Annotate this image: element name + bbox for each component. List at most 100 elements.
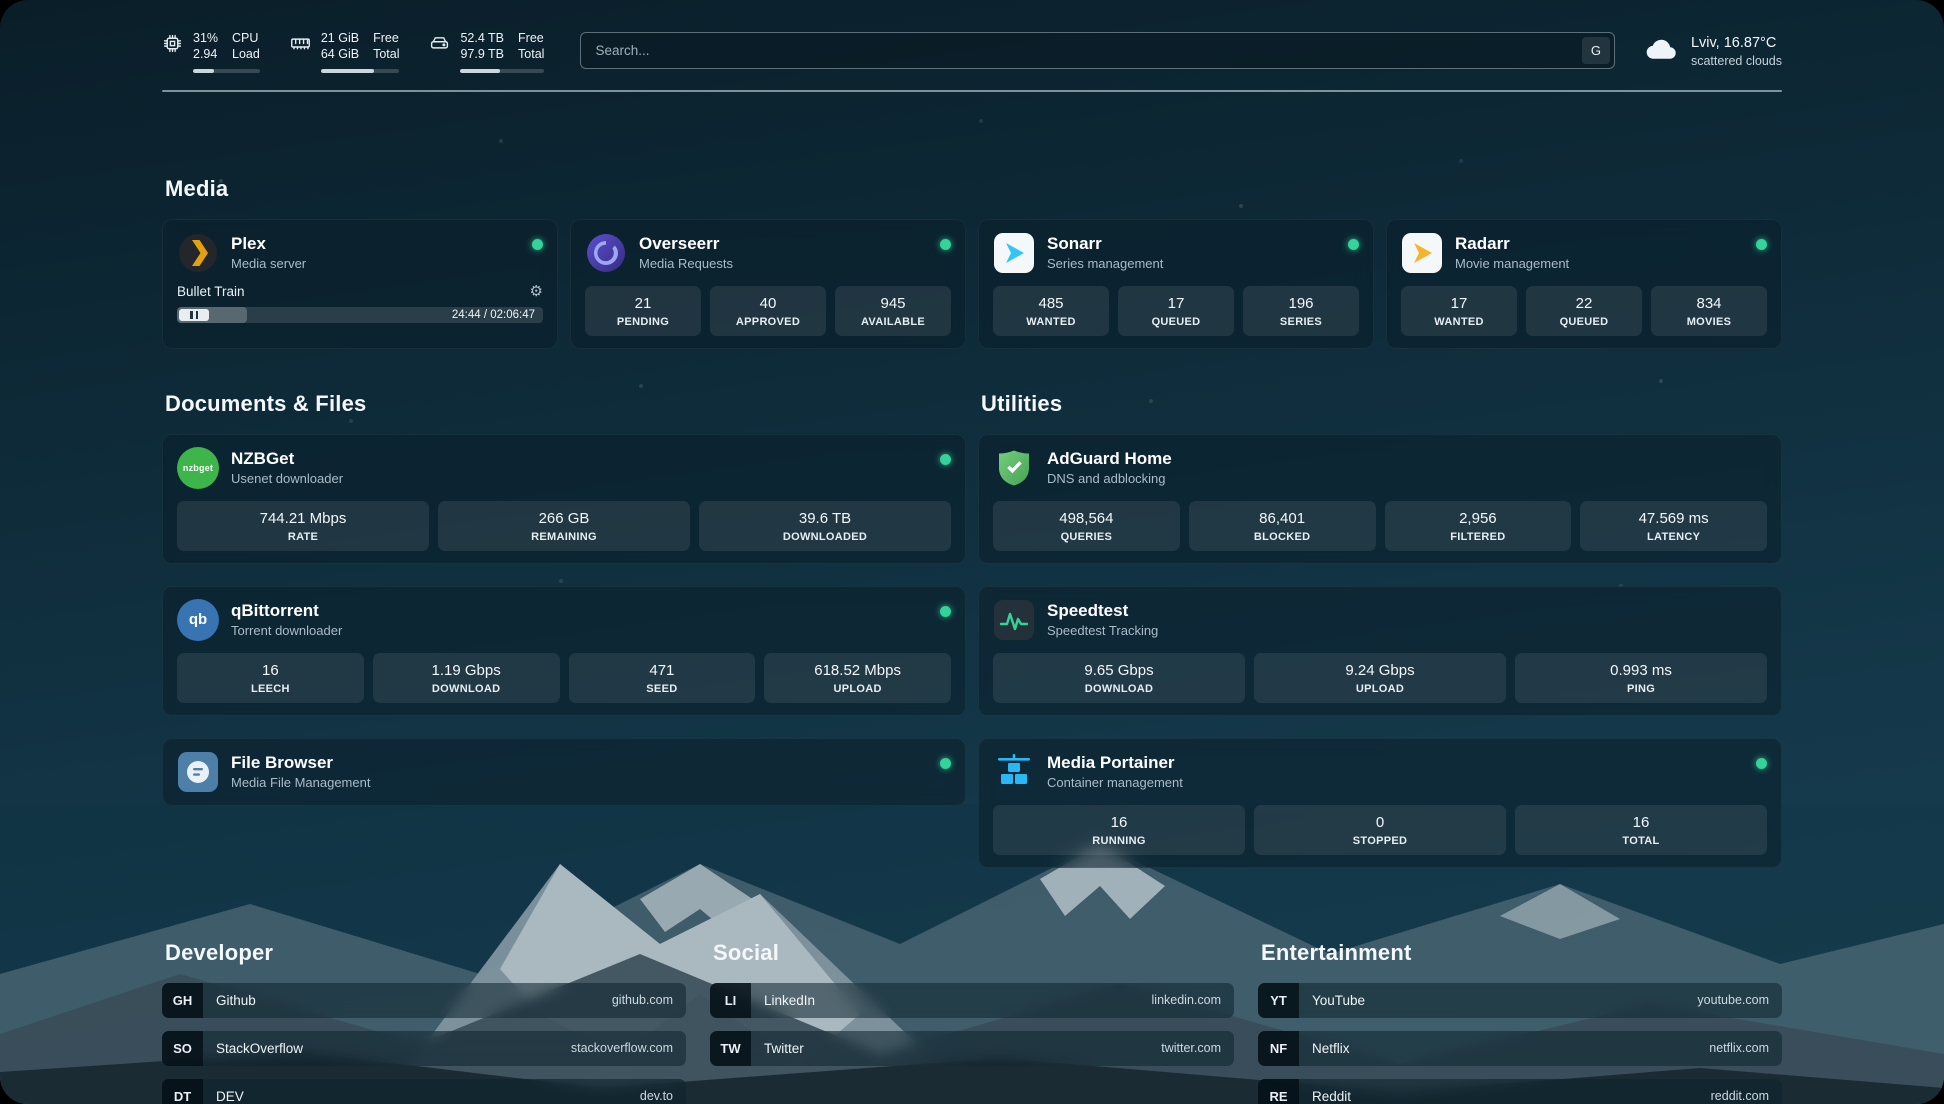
bookmark-url: dev.to (639, 1089, 673, 1103)
stat-wanted: 485 WANTED (993, 285, 1109, 336)
top-bar: 31% 2.94 CPU Load (162, 0, 1782, 73)
bookmark-abbr: NF (1258, 1030, 1299, 1066)
disk-total-value: 97.9 TB (460, 47, 505, 62)
bookmark-name: Reddit (1312, 1088, 1352, 1104)
weather-condition: scattered clouds (1690, 54, 1782, 68)
app-name: Radarr (1455, 233, 1510, 253)
bookmark-github[interactable]: GH Github github.com (162, 982, 686, 1018)
playback-progress-bar[interactable]: 24:44 / 02:06:47 (177, 306, 543, 323)
stat-upload: 618.52 Mbps UPLOAD (764, 652, 951, 703)
bookmark-twitter[interactable]: TW Twitter twitter.com (710, 1030, 1234, 1066)
pause-button[interactable] (179, 308, 209, 321)
stat-latency: 47.569 ms LATENCY (1580, 500, 1767, 551)
memory-icon (290, 33, 311, 59)
stat-stopped: 0 STOPPED (1254, 804, 1506, 855)
filebrowser-icon (177, 751, 219, 793)
sonarr-icon (993, 232, 1035, 274)
memory-free-value: 21 GiB (320, 31, 360, 45)
bookmark-url: github.com (611, 993, 673, 1007)
app-description: Media server (231, 256, 307, 272)
filebrowser-card[interactable]: File Browser Media File Management (162, 737, 966, 806)
weather-widget: Lviv, 16.87°C scattered clouds (1643, 31, 1782, 72)
stat-filtered: 2,956 FILTERED (1384, 500, 1572, 551)
qbittorrent-icon: qb (177, 598, 219, 641)
memory-total-value: 64 GiB (320, 47, 360, 62)
stat-seed: 471 SEED (568, 652, 756, 703)
nzbget-card[interactable]: nzbget NZBGet Usenet downloader 744.21 M… (162, 433, 966, 564)
status-dot (940, 453, 951, 465)
stat-download: 1.19 Gbps DOWNLOAD (372, 652, 560, 703)
app-description: Torrent downloader (231, 623, 343, 639)
section-title-developer: Developer (165, 939, 274, 965)
status-dot (1756, 238, 1767, 250)
bookmark-dev[interactable]: DT DEV dev.to (162, 1078, 686, 1104)
cloud-icon (1643, 31, 1679, 72)
bookmark-url: netflix.com (1709, 1041, 1769, 1055)
portainer-card[interactable]: Media Portainer Container management 16 … (978, 737, 1782, 868)
app-name: AdGuard Home (1047, 448, 1172, 468)
sonarr-card[interactable]: Sonarr Series management 485 WANTED 17 Q… (978, 218, 1374, 349)
stat-wanted: 17 WANTED (1401, 285, 1517, 336)
status-dot (1756, 757, 1767, 769)
radarr-card[interactable]: Radarr Movie management 17 WANTED 22 QUE… (1386, 218, 1782, 349)
bookmark-name: LinkedIn (764, 992, 816, 1008)
now-playing-title: Bullet Train (177, 283, 245, 299)
bookmark-linkedin[interactable]: LI LinkedIn linkedin.com (710, 982, 1234, 1018)
cpu-load-label: Load (232, 47, 260, 62)
adguard-card[interactable]: AdGuard Home DNS and adblocking 498,564 … (978, 433, 1782, 564)
speedtest-card[interactable]: Speedtest Speedtest Tracking 9.65 Gbps D… (978, 585, 1782, 716)
stat-total: 16 TOTAL (1515, 804, 1767, 855)
bookmark-url: twitter.com (1161, 1041, 1221, 1055)
stat-download: 9.65 Gbps DOWNLOAD (993, 652, 1245, 703)
stat-downloaded: 39.6 TB DOWNLOADED (699, 500, 951, 551)
bookmark-abbr: DT (162, 1078, 203, 1104)
bookmark-url: stackoverflow.com (570, 1041, 673, 1055)
section-title-entertainment: Entertainment (1261, 939, 1412, 965)
app-description: Usenet downloader (231, 471, 344, 487)
bookmark-reddit[interactable]: RE Reddit reddit.com (1258, 1078, 1782, 1104)
stat-movies: 834 MOVIES (1651, 285, 1767, 336)
bookmark-abbr: LI (710, 982, 751, 1018)
plex-icon (177, 232, 219, 274)
app-description: Media File Management (231, 775, 371, 791)
app-description: Media Requests (639, 256, 733, 272)
app-name: Plex (231, 233, 266, 253)
search-engine-button[interactable]: G (1581, 37, 1610, 64)
status-dot (940, 238, 951, 250)
search-input[interactable] (580, 32, 1615, 69)
bookmark-netflix[interactable]: NF Netflix netflix.com (1258, 1030, 1782, 1066)
memory-total-label: Total (373, 47, 400, 62)
bookmark-abbr: RE (1258, 1078, 1299, 1104)
stat-rate: 744.21 Mbps RATE (177, 500, 429, 551)
disk-free-label: Free (518, 31, 544, 45)
bookmark-youtube[interactable]: YT YouTube youtube.com (1258, 982, 1782, 1018)
search-bar: G (580, 32, 1615, 69)
memory-progress-bar (320, 68, 400, 73)
bookmark-name: Twitter (764, 1040, 804, 1056)
portainer-icon (993, 751, 1035, 793)
disk-total-label: Total (518, 47, 545, 62)
section-title-utilities: Utilities (981, 390, 1063, 416)
status-dot (940, 605, 951, 617)
bookmark-stackoverflow[interactable]: SO StackOverflow stackoverflow.com (162, 1030, 686, 1066)
gear-icon[interactable]: ⚙ (529, 282, 543, 300)
app-description: Movie management (1455, 256, 1570, 272)
qbittorrent-card[interactable]: qb qBittorrent Torrent downloader 16 (162, 585, 966, 716)
stat-available: 945 AVAILABLE (835, 285, 951, 336)
bookmark-abbr: SO (162, 1030, 203, 1066)
cpu-widget: 31% 2.94 CPU Load (162, 30, 260, 73)
plex-card[interactable]: Plex Media server Bullet Train ⚙ (162, 218, 558, 349)
memory-free-label: Free (373, 31, 399, 45)
section-title-media: Media (165, 175, 229, 201)
bookmark-name: Github (216, 992, 256, 1008)
status-dot (532, 238, 543, 250)
cpu-load-value: 2.94 (193, 47, 218, 62)
app-name: Overseerr (639, 233, 720, 253)
disk-icon (429, 33, 450, 59)
status-dot (940, 757, 951, 769)
cpu-icon (162, 33, 183, 59)
bookmark-group-social: Social LI LinkedIn linkedin.com TW Twitt… (710, 940, 1234, 1104)
overseerr-card[interactable]: Overseerr Media Requests 21 PENDING 40 A… (570, 218, 966, 349)
bookmark-url: reddit.com (1710, 1089, 1769, 1103)
